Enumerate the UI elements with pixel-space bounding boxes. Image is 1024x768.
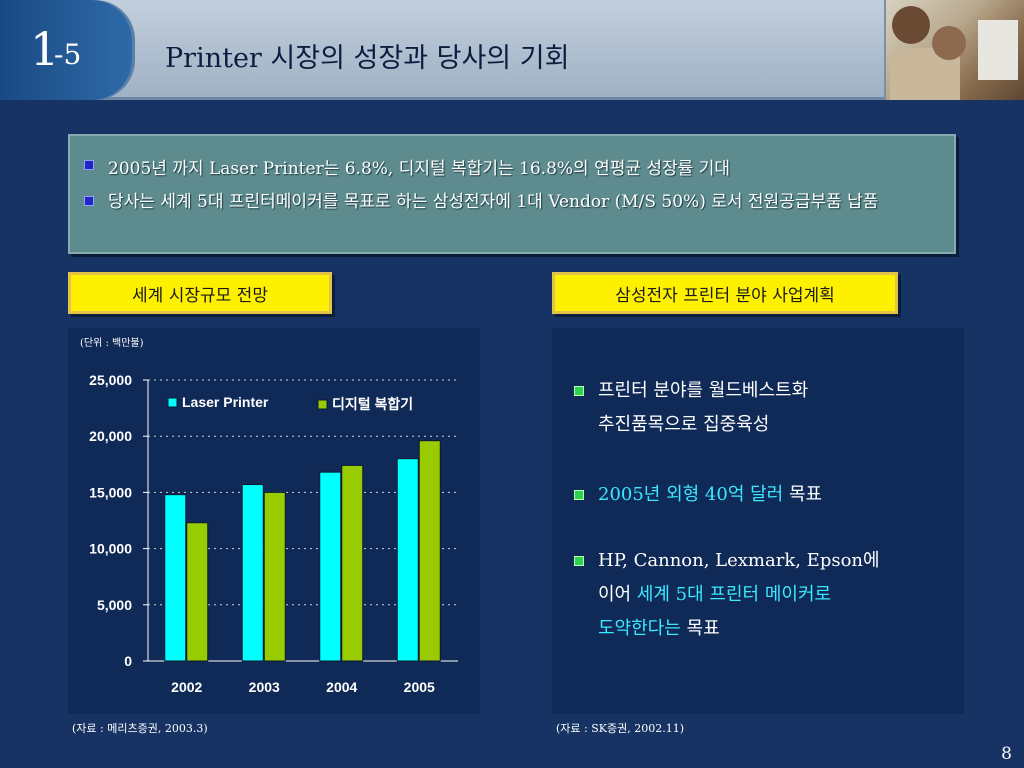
summary-box: 2005년 까지 Laser Printer는 6.8%, 디지털 복합기는 1… — [68, 134, 956, 254]
section-subnumber: -5 — [54, 38, 82, 71]
y-tick-label: 5,000 — [97, 597, 132, 613]
section-number: 1 — [30, 22, 60, 76]
bullet-square-icon — [84, 160, 94, 170]
y-tick-label: 25,000 — [89, 372, 132, 388]
plan-source: (자료 : SK증권, 2002.11) — [556, 722, 684, 735]
bullet-square-icon — [574, 386, 584, 396]
header-photo — [884, 0, 1024, 100]
bar — [263, 491, 286, 662]
unit-label: (단위 : 백만불) — [80, 338, 144, 349]
market-size-chart: 0 5,000 10,000 15,000 20,000 25,000 2002 2003 20… — [89, 372, 458, 695]
bullet-square-icon — [84, 196, 94, 206]
bar — [319, 471, 342, 662]
y-tick-label: 15,000 — [89, 484, 132, 500]
bar — [241, 484, 264, 662]
business-plan-label: 삼성전자 프린터 분야 사업계획 — [552, 272, 898, 314]
legend-label: 디지털 복합기 — [332, 396, 413, 412]
summary-bullet: 2005년 까지 Laser Printer는 6.8%, 디지털 복합기는 1… — [84, 154, 730, 179]
bar — [341, 464, 364, 662]
chart-panel: 0 5,000 10,000 15,000 20,000 25,000 2002 2003 20… — [68, 328, 480, 714]
x-tick-label: 2004 — [326, 679, 357, 695]
plan-item: 프린터 분야를 월드베스트화 추진품목으로 집중육성 — [574, 374, 808, 442]
y-tick-label: 0 — [124, 653, 132, 669]
legend-swatch — [167, 397, 178, 408]
y-tick-label: 10,000 — [89, 541, 132, 557]
page-number: 8 — [1001, 744, 1012, 764]
business-plan-panel: 프린터 분야를 월드베스트화 추진품목으로 집중육성 2005년 외형 40억 … — [552, 328, 964, 714]
x-tick-label: 2002 — [171, 679, 202, 695]
x-tick-label: 2005 — [404, 679, 435, 695]
plan-item: 2005년 외형 40억 달러 목표 — [574, 478, 822, 512]
chart-source: (자료 : 메리츠증권, 2003.3) — [72, 722, 208, 735]
legend-swatch — [317, 399, 328, 410]
bullet-square-icon — [574, 490, 584, 500]
slide-header: 1 -5 Printer 시장의 성장과 당사의 기회 — [0, 0, 1024, 100]
section-number-badge: 1 -5 — [0, 0, 132, 100]
market-size-label: 세계 시장규모 전망 — [68, 272, 332, 314]
slide-title: Printer 시장의 성장과 당사의 기회 — [165, 43, 570, 74]
bar — [418, 440, 441, 662]
bar — [164, 494, 187, 662]
x-tick-label: 2003 — [249, 679, 280, 695]
bullet-square-icon — [574, 556, 584, 566]
plan-item: HP, Cannon, Lexmark, Epson에 이어 세계 5대 프린터… — [574, 544, 880, 646]
bar — [186, 522, 209, 662]
legend-label: Laser Printer — [182, 394, 269, 410]
bar — [396, 458, 419, 662]
y-tick-label: 20,000 — [89, 428, 132, 444]
summary-bullet: 당사는 세계 5대 프린터메이커를 목표로 하는 삼성전자에 1대 Vendor… — [84, 190, 908, 214]
